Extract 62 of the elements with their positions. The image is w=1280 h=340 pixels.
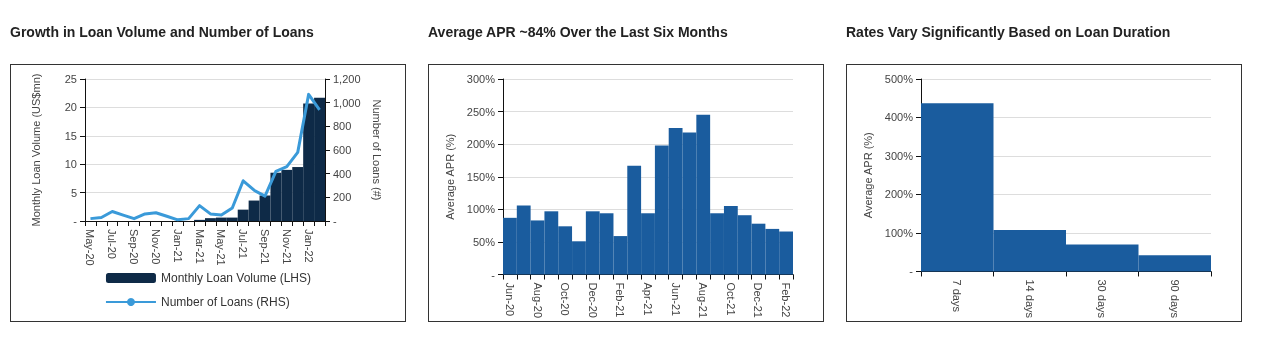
x-tick-label: 30 days — [1096, 279, 1109, 319]
y-tick-label: 300% — [466, 73, 496, 85]
y-tick-label: 15 — [64, 129, 77, 142]
x-tick-label: Feb-21 — [614, 282, 627, 318]
y-tick-label: 150% — [466, 170, 496, 183]
x-tick-label: Sep-20 — [128, 229, 141, 265]
y-tick-label: 100% — [466, 203, 496, 216]
y-tick-label: 200% — [466, 138, 496, 151]
y-tick-label: 500% — [884, 73, 914, 85]
y2-tick-label: 400 — [333, 167, 352, 180]
chart-title: Rates Vary Significantly Based on Loan Duration — [846, 24, 1171, 40]
x-tick-label: Jun-21 — [669, 282, 682, 317]
y2-tick-label: 800 — [333, 120, 352, 133]
y-tick-label: 250% — [466, 105, 496, 118]
x-tick-label: Oct-20 — [559, 282, 572, 316]
x-tick-label: Dec-21 — [752, 282, 765, 318]
y-tick-label: 100% — [884, 226, 914, 239]
x-tick-label: Jul-21 — [237, 229, 250, 259]
chart-title: Growth in Loan Volume and Number of Loans — [10, 24, 314, 40]
x-tick-label: Jan-21 — [171, 229, 184, 263]
y-tick-label: - — [491, 268, 496, 281]
x-tick-label: Feb-22 — [780, 282, 793, 318]
legend-label: Monthly Loan Volume (LHS) — [160, 271, 312, 285]
x-tick-label: May-20 — [84, 229, 97, 266]
chart-title: Average APR ~84% Over the Last Six Months — [428, 24, 728, 40]
y2-tick-label: 1,200 — [333, 73, 361, 85]
y-tick-label: 5 — [70, 186, 77, 199]
y2-tick-label: 200 — [333, 191, 352, 204]
x-tick-label: Apr-21 — [642, 282, 654, 316]
x-tick-label: Dec-20 — [586, 282, 599, 318]
x-tick-label: 14 days — [1023, 279, 1036, 319]
y-axis-title: Average APR (%) — [444, 133, 457, 220]
x-tick-label: Aug-21 — [697, 282, 710, 319]
x-tick-label: Nov-20 — [149, 229, 162, 265]
x-tick-label: Aug-20 — [531, 282, 544, 319]
y-tick-label: - — [73, 215, 78, 227]
legend-label: Number of Loans (RHS) — [160, 295, 290, 309]
y-tick-label: 50% — [472, 235, 496, 248]
y-tick-label: 20 — [64, 101, 77, 114]
x-tick-label: Jul-20 — [106, 229, 119, 259]
y-tick-label: - — [909, 265, 914, 278]
y-tick-label: 300% — [884, 149, 914, 162]
y2-axis-title: Number of Loans (#) — [370, 99, 383, 201]
x-tick-label: 90 days — [1168, 279, 1181, 319]
x-tick-label: Mar-21 — [193, 229, 206, 264]
x-tick-label: Nov-21 — [280, 229, 293, 265]
x-tick-label: Jan-22 — [302, 229, 315, 263]
y-tick-label: 25 — [64, 73, 77, 85]
x-tick-label: Sep-21 — [259, 229, 271, 265]
line-series — [88, 92, 322, 222]
x-tick-label: May-21 — [215, 229, 228, 266]
y-axis-title: Average APR (%) — [862, 132, 875, 219]
y-tick-label: 400% — [884, 111, 914, 124]
x-tick-label: Jun-20 — [503, 282, 516, 317]
y2-tick-label: 600 — [333, 144, 352, 156]
y-axis-title: Monthly Loan Volume (US$mn) — [29, 73, 42, 227]
y2-tick-label: - — [333, 215, 337, 227]
y2-tick-label: 1,000 — [333, 96, 361, 109]
y-tick-label: 200% — [884, 188, 914, 201]
y-tick-label: 10 — [64, 158, 77, 171]
x-tick-label: Oct-21 — [724, 282, 737, 316]
x-tick-label: 7 days — [951, 279, 964, 313]
